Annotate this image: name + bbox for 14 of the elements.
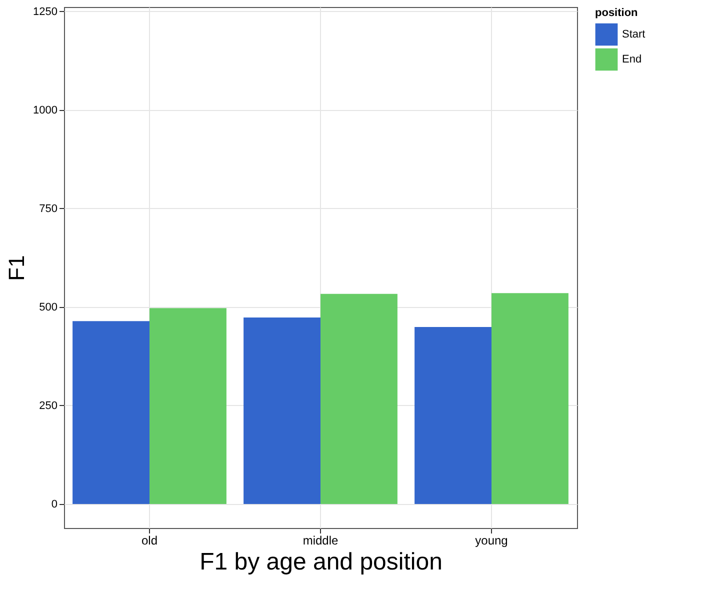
x-axis-title: F1 by age and position: [200, 548, 442, 576]
legend-title: position: [595, 7, 638, 19]
y-tick-label: 750: [39, 202, 58, 215]
x-tick-label: young: [475, 534, 508, 548]
y-tick-label: 1000: [33, 104, 58, 116]
y-axis-title: F1: [4, 255, 30, 281]
legend-label: Start: [622, 28, 646, 40]
y-tick-label: 250: [39, 400, 58, 412]
x-tick-label: middle: [302, 534, 338, 548]
legend-label: End: [622, 54, 642, 66]
x-tick-label: old: [141, 534, 158, 548]
y-tick-label: 0: [51, 498, 58, 510]
y-tick-label: 500: [39, 301, 58, 314]
y-tick-label: 1250: [33, 6, 58, 18]
